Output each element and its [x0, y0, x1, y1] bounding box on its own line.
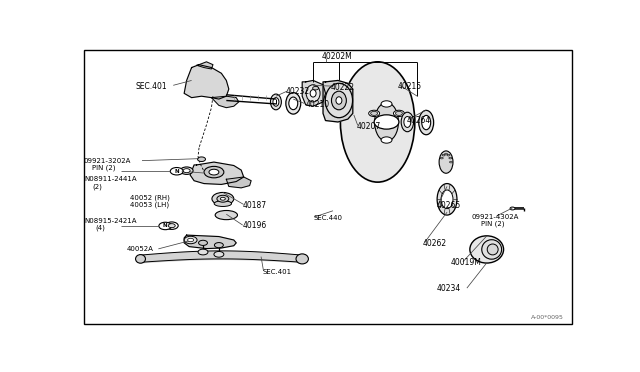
Text: 40264: 40264 — [406, 116, 431, 125]
Circle shape — [198, 157, 205, 161]
Ellipse shape — [136, 254, 145, 263]
Text: N08915-2421A: N08915-2421A — [84, 218, 136, 224]
Ellipse shape — [286, 93, 301, 114]
Text: 40052 (RH): 40052 (RH) — [129, 195, 170, 201]
Text: (2): (2) — [92, 183, 102, 190]
Polygon shape — [227, 177, 251, 188]
Ellipse shape — [439, 151, 453, 173]
Text: 40262: 40262 — [422, 239, 446, 248]
Text: 40187: 40187 — [243, 201, 267, 209]
Circle shape — [220, 197, 225, 200]
Text: PIN (2): PIN (2) — [92, 164, 116, 171]
Circle shape — [180, 167, 193, 174]
Circle shape — [394, 110, 404, 116]
Circle shape — [449, 161, 452, 163]
Circle shape — [198, 249, 208, 255]
Circle shape — [159, 222, 172, 230]
Text: 40019M: 40019M — [451, 258, 482, 267]
Text: 40215: 40215 — [397, 82, 422, 91]
Circle shape — [381, 137, 392, 143]
Circle shape — [312, 86, 319, 90]
Ellipse shape — [374, 103, 399, 141]
Circle shape — [204, 166, 224, 178]
Ellipse shape — [325, 83, 353, 118]
Ellipse shape — [273, 97, 279, 106]
Polygon shape — [190, 162, 244, 185]
Circle shape — [381, 101, 392, 107]
Text: (4): (4) — [95, 225, 105, 231]
Ellipse shape — [289, 97, 298, 110]
Ellipse shape — [482, 240, 502, 259]
Text: 40232: 40232 — [286, 87, 310, 96]
Ellipse shape — [340, 62, 415, 182]
Circle shape — [510, 207, 515, 210]
Ellipse shape — [422, 115, 431, 130]
Ellipse shape — [271, 94, 282, 110]
Circle shape — [217, 195, 229, 202]
Polygon shape — [211, 96, 239, 108]
Text: SEC.401: SEC.401 — [262, 269, 292, 275]
Ellipse shape — [310, 90, 316, 97]
Polygon shape — [184, 65, 229, 99]
Ellipse shape — [214, 201, 232, 206]
Circle shape — [447, 154, 450, 156]
Ellipse shape — [332, 91, 346, 110]
Polygon shape — [184, 235, 236, 248]
Polygon shape — [196, 62, 213, 69]
Circle shape — [449, 157, 452, 159]
Circle shape — [369, 110, 380, 116]
Text: 40207: 40207 — [356, 122, 381, 131]
Ellipse shape — [336, 97, 342, 104]
Ellipse shape — [401, 112, 413, 132]
Circle shape — [440, 157, 444, 159]
Circle shape — [184, 236, 197, 244]
Text: 09921-4302A: 09921-4302A — [472, 214, 519, 219]
Circle shape — [214, 243, 223, 248]
Text: 40265: 40265 — [436, 201, 460, 209]
Ellipse shape — [215, 211, 237, 219]
Text: 40202M: 40202M — [322, 52, 353, 61]
Circle shape — [170, 167, 183, 175]
Circle shape — [396, 111, 403, 115]
Text: 40053 (LH): 40053 (LH) — [129, 201, 169, 208]
Circle shape — [374, 115, 399, 129]
Ellipse shape — [419, 110, 434, 135]
Text: 40196: 40196 — [243, 221, 267, 230]
Circle shape — [445, 153, 447, 155]
Text: SEC.440: SEC.440 — [313, 215, 342, 221]
Text: N: N — [163, 224, 168, 228]
Circle shape — [183, 169, 190, 173]
Ellipse shape — [296, 254, 308, 264]
Circle shape — [168, 224, 175, 228]
Circle shape — [442, 154, 445, 156]
Ellipse shape — [437, 183, 457, 215]
Ellipse shape — [404, 116, 411, 128]
Text: 40052A: 40052A — [127, 246, 154, 253]
Circle shape — [198, 240, 207, 246]
Polygon shape — [302, 80, 326, 106]
Text: 40234: 40234 — [436, 284, 460, 293]
Text: 40222: 40222 — [330, 83, 355, 92]
Circle shape — [371, 111, 378, 115]
Text: 09921-3202A: 09921-3202A — [84, 158, 131, 164]
Text: 40210: 40210 — [306, 100, 330, 109]
Ellipse shape — [306, 85, 320, 102]
Text: SEC.401: SEC.401 — [135, 82, 167, 91]
Text: N: N — [175, 169, 179, 174]
Text: N08911-2441A: N08911-2441A — [84, 176, 136, 182]
Circle shape — [165, 222, 178, 230]
Ellipse shape — [470, 236, 504, 263]
Circle shape — [212, 192, 234, 205]
Circle shape — [209, 169, 219, 175]
Ellipse shape — [487, 244, 498, 255]
Polygon shape — [323, 80, 353, 122]
Circle shape — [214, 251, 224, 257]
Circle shape — [188, 238, 193, 242]
Text: A-00*0095: A-00*0095 — [531, 315, 564, 320]
Ellipse shape — [441, 190, 453, 209]
Text: PIN (2): PIN (2) — [481, 221, 504, 227]
